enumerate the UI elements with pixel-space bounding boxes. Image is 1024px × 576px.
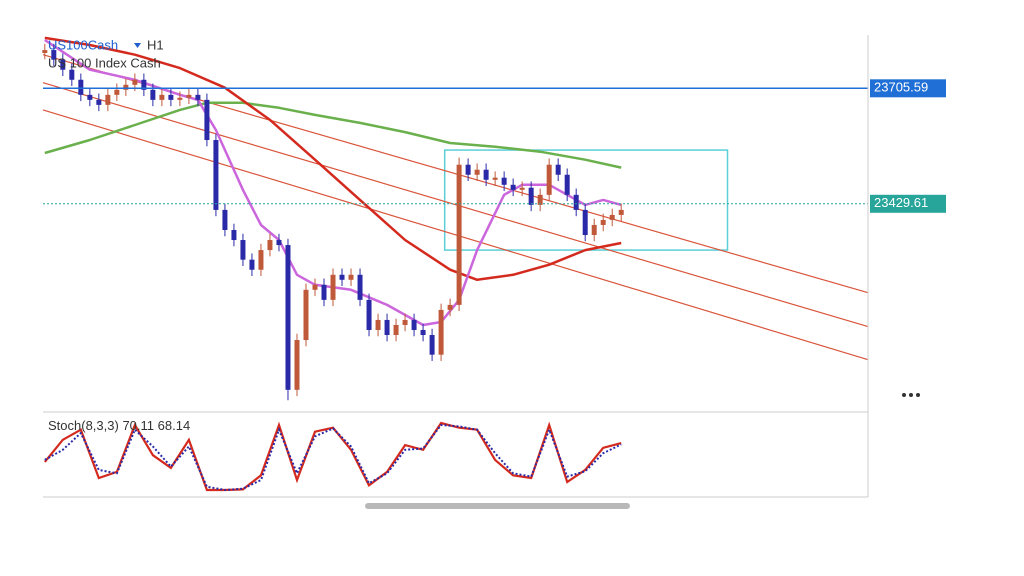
candle-body: [348, 274, 354, 280]
candle-body: [312, 284, 318, 290]
candle-body: [303, 289, 309, 341]
candle-body: [60, 59, 66, 70]
candle-body: [402, 319, 408, 325]
candle-body: [393, 324, 399, 336]
moving-average: [44, 36, 622, 282]
menu-dot: [916, 393, 920, 397]
last-price-label: 23429.61: [874, 195, 928, 210]
price-label-bg: [870, 79, 946, 98]
candle-body: [501, 177, 507, 185]
candle-body: [447, 304, 453, 310]
symbol-dropdown[interactable]: [134, 43, 141, 48]
candle-body: [195, 94, 201, 100]
candle-body: [420, 329, 426, 336]
candle-body: [438, 309, 444, 355]
candle-body: [96, 99, 102, 105]
candle-body: [564, 174, 570, 195]
candle-body: [384, 319, 390, 336]
candle-body: [240, 240, 246, 260]
menu-dot: [902, 393, 906, 397]
candle-body: [618, 209, 624, 215]
candle-body: [150, 89, 156, 100]
candle-body: [474, 169, 480, 175]
stoch-d-value: 68.14: [158, 418, 191, 433]
candle-body: [573, 194, 579, 210]
candle-body: [177, 97, 183, 100]
candle-body: [258, 250, 264, 270]
last-price-bg: [870, 194, 946, 213]
candle-body: [465, 164, 471, 175]
subtitle: US 100 Index Cash: [48, 55, 161, 70]
candle-body: [78, 79, 84, 95]
candle-body: [366, 299, 372, 330]
candle-body: [528, 187, 534, 205]
trend-line: [42, 82, 869, 328]
candle-body: [537, 194, 543, 205]
candle-body: [321, 284, 327, 300]
candle-body: [609, 214, 615, 220]
candle-body: [213, 140, 219, 210]
candle-body: [114, 89, 120, 95]
timeframe[interactable]: H1: [147, 37, 164, 52]
moving-average: [44, 101, 622, 169]
candle-body: [51, 50, 57, 60]
candle-body: [294, 340, 300, 390]
candle-body: [600, 219, 606, 225]
candle-body: [231, 229, 237, 241]
candle-body: [483, 169, 489, 180]
stoch-k-value: 70.11: [122, 418, 154, 433]
menu-dot: [909, 393, 913, 397]
candle-body: [510, 184, 516, 190]
symbol[interactable]: US100Cash: [48, 37, 118, 52]
candle-body: [285, 245, 291, 390]
candle-body: [249, 259, 255, 270]
candle-body: [582, 209, 588, 236]
candle-body: [330, 274, 336, 300]
stoch-name: Stoch(8,3,3): [48, 418, 119, 433]
candle-body: [186, 94, 192, 98]
candle-body: [105, 94, 111, 105]
candle-body: [222, 209, 228, 230]
stoch-line: [44, 423, 622, 492]
price-label: 23705.59: [874, 80, 928, 95]
more-menu[interactable]: [902, 393, 920, 397]
candle-body: [267, 240, 273, 251]
trend-line: [42, 109, 869, 361]
candle-body: [429, 335, 435, 355]
candle-body: [132, 79, 138, 85]
candle-body: [159, 94, 165, 100]
candle-body: [375, 319, 381, 330]
candle-body: [69, 69, 75, 80]
candle-body: [411, 319, 417, 330]
candle-body: [339, 274, 345, 280]
candle-body: [141, 79, 147, 90]
candle-body: [204, 99, 210, 141]
candle-body: [492, 177, 498, 180]
plot: [42, 36, 869, 492]
candle-body: [591, 224, 597, 236]
candle-body: [357, 274, 363, 300]
candle-body: [168, 94, 174, 100]
candle-body: [87, 94, 93, 100]
candle-body: [519, 187, 525, 190]
candle-body: [546, 164, 552, 195]
candle-body: [123, 84, 129, 90]
candle-body: [276, 240, 282, 246]
candle-body: [456, 164, 462, 305]
labels: 23705.59 23429.61: [870, 79, 946, 213]
candle-body: [42, 50, 48, 53]
candle-body: [555, 164, 561, 175]
stoch-label: Stoch(8,3,3) 70.11 68.14: [48, 418, 190, 433]
scrollbar[interactable]: [365, 503, 630, 509]
